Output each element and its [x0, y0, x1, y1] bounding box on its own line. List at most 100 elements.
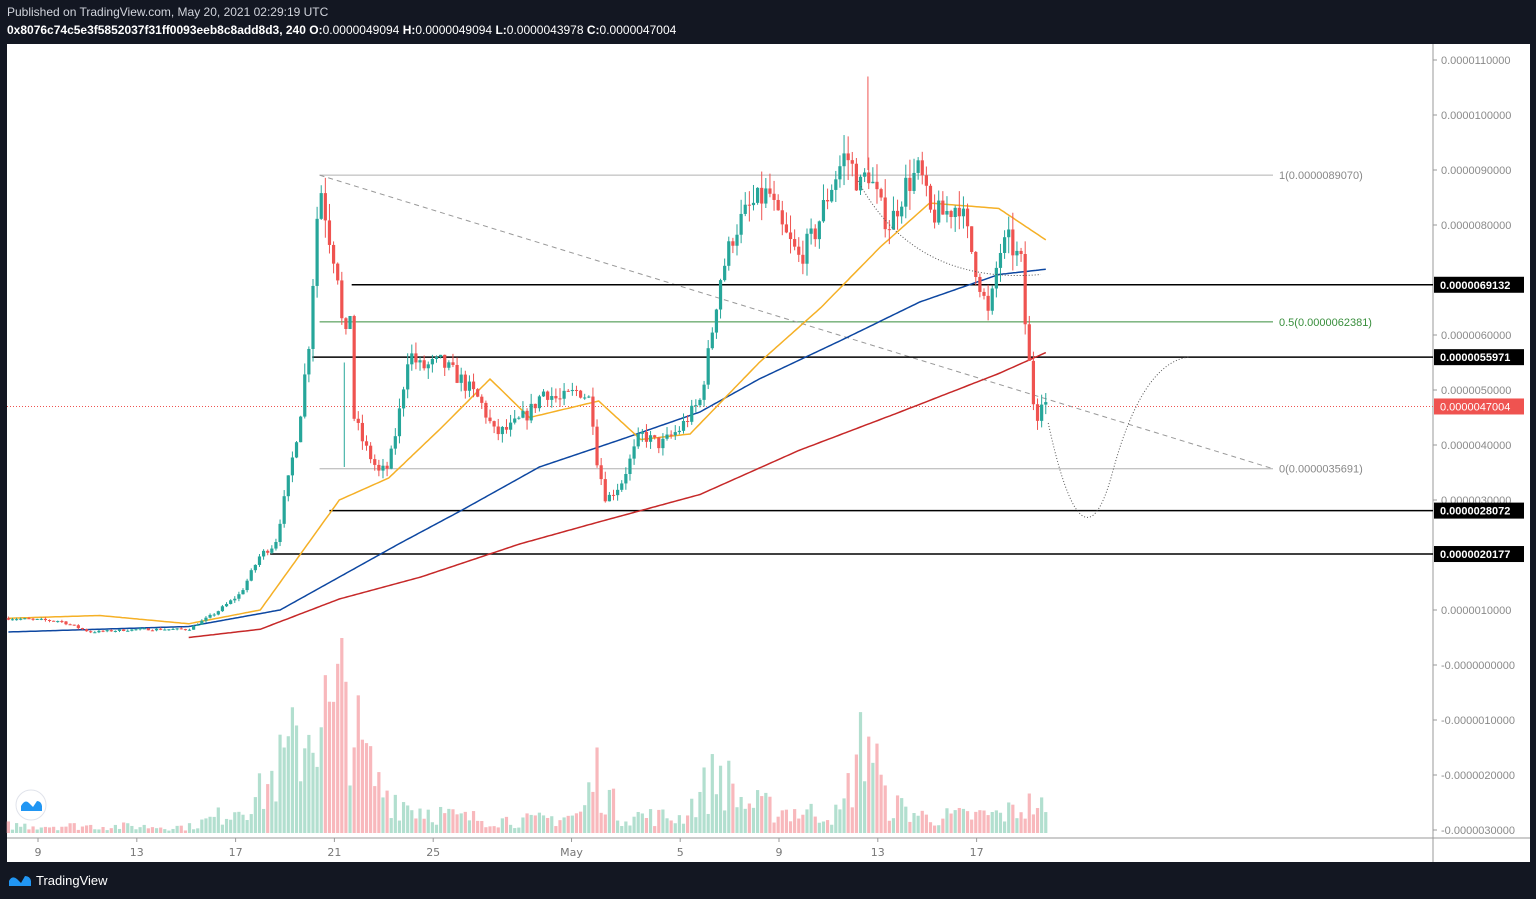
candle-body	[937, 200, 941, 223]
volume-bar	[628, 825, 632, 833]
volume-bar	[307, 734, 311, 833]
volume-bar	[451, 809, 455, 833]
candle-body	[212, 614, 216, 616]
candle-body	[731, 241, 735, 246]
candle-body	[196, 624, 200, 626]
volume-bar	[1019, 812, 1023, 833]
candle-body	[385, 465, 389, 469]
level-price-tag	[1434, 276, 1524, 293]
candle-body	[434, 356, 439, 359]
tradingview-badge-icon	[21, 801, 42, 811]
volume-bar	[179, 825, 183, 833]
volume-bar	[1040, 797, 1044, 833]
candle-body	[1023, 253, 1027, 325]
candle-body	[492, 421, 496, 427]
volume-bar	[80, 826, 85, 833]
chart-panel[interactable]	[7, 44, 1530, 862]
volume-bar	[731, 783, 735, 833]
footer-brand[interactable]: TradingView	[36, 872, 108, 888]
volume-bar	[1015, 818, 1019, 833]
y-tick-label: -0.0000010000	[1441, 715, 1515, 727]
volume-bar	[130, 825, 134, 833]
volume-bar	[793, 809, 797, 833]
candle-body	[529, 403, 533, 421]
volume-bar	[949, 813, 953, 833]
volume-bar	[698, 791, 702, 833]
candle-body	[430, 358, 434, 365]
candle-body	[463, 374, 467, 391]
volume-bar	[422, 818, 426, 833]
volume-bar	[768, 796, 772, 833]
volume-bar	[554, 826, 558, 833]
volume-bar	[875, 743, 879, 833]
volume-bar	[303, 748, 307, 833]
y-tick-label: -0.0000000000	[1441, 660, 1515, 672]
high-label: H:	[402, 23, 416, 37]
candle-body	[945, 211, 949, 215]
candle-body	[348, 316, 352, 329]
volume-bar	[813, 816, 817, 833]
candle-body	[60, 621, 64, 623]
volume-bar	[134, 829, 138, 833]
candle-body	[879, 189, 883, 198]
volume-bar	[245, 820, 249, 833]
candle-body	[603, 479, 607, 502]
volume-bar	[908, 821, 912, 833]
candle-body	[76, 625, 80, 629]
footer: TradingView	[8, 872, 108, 888]
x-tick-label: 13	[871, 846, 885, 859]
volume-bar	[838, 809, 842, 833]
candle-body	[401, 389, 406, 409]
symbol: 0x8076c74c5e3f5852037f31ff0093eeb8c8add8…	[7, 23, 306, 37]
candle-body	[500, 426, 504, 435]
candle-body	[686, 420, 690, 422]
volume-bar	[834, 804, 838, 833]
candle-body	[825, 200, 830, 202]
candle-body	[187, 629, 192, 631]
x-tick-label: 25	[426, 846, 440, 859]
candle-body	[183, 629, 187, 631]
volume-bar	[978, 810, 982, 833]
level-price-label: 0.0000055971	[1440, 352, 1510, 364]
candle-body	[809, 228, 813, 234]
volume-bar	[574, 813, 579, 833]
candle-body	[513, 418, 517, 423]
volume-bar	[476, 820, 480, 833]
candle-body	[904, 177, 908, 207]
volume-bar	[105, 830, 109, 833]
candle-body	[694, 405, 698, 407]
candle-body	[628, 458, 632, 474]
candle-body	[953, 207, 957, 218]
volume-bar	[994, 810, 998, 833]
candle-body	[578, 390, 583, 398]
y-tick-label: 0.0000100000	[1441, 110, 1511, 122]
volume-bar	[389, 818, 393, 833]
candle-body	[93, 632, 97, 634]
candle-body	[558, 398, 562, 400]
candle-body	[908, 177, 912, 191]
volume-bar	[401, 802, 406, 833]
ohlc-legend: 0x8076c74c5e3f5852037f31ff0093eeb8c8add8…	[7, 23, 676, 37]
candle-body	[541, 391, 546, 397]
candle-body	[418, 360, 422, 363]
candle-body	[653, 435, 657, 438]
volume-bar	[694, 817, 698, 833]
candle-body	[319, 193, 323, 219]
volume-bar	[294, 725, 299, 833]
y-tick-label: -0.0000020000	[1441, 770, 1515, 782]
candle-body	[1035, 404, 1040, 421]
volume-bar	[648, 809, 653, 833]
candle-body	[113, 630, 117, 632]
candle-body	[871, 181, 875, 184]
volume-bar	[282, 747, 286, 833]
volume-bar	[344, 681, 348, 833]
volume-bar	[632, 816, 636, 833]
candle-body	[397, 408, 402, 437]
candle-body	[159, 628, 163, 630]
x-tick-label: 21	[327, 846, 341, 859]
volume-bar	[467, 820, 472, 833]
candle-body	[611, 494, 616, 496]
candle-body	[751, 202, 756, 206]
volume-bar	[1007, 802, 1011, 833]
